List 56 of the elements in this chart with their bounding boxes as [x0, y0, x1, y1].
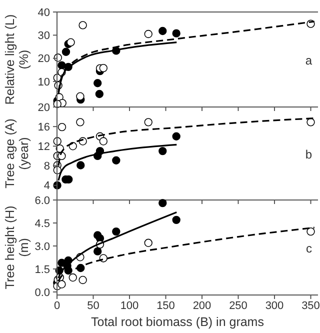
point [94, 247, 102, 256]
point [172, 216, 180, 224]
x-tick-label: 200 [192, 300, 212, 312]
point [158, 146, 167, 156]
annotation: a [305, 54, 312, 68]
point [99, 137, 108, 146]
y-tick-label: 8 [44, 160, 50, 173]
x-tick-label: 250 [229, 300, 248, 312]
point [76, 161, 85, 170]
y-tick-label: 0.0 [34, 286, 50, 299]
point [62, 48, 70, 56]
x-tick-label: 300 [265, 300, 284, 312]
point [78, 21, 87, 30]
point [95, 90, 104, 98]
point [158, 198, 167, 208]
point [112, 156, 120, 164]
point [68, 273, 77, 282]
point [76, 92, 84, 100]
point [144, 118, 152, 126]
x-axis-title: Total root biomass (B) in grams [91, 315, 264, 329]
x-tick-label: 150 [156, 300, 175, 312]
point [158, 26, 167, 36]
annotation: c [306, 242, 312, 256]
point [78, 276, 87, 284]
y-tick-label: 6.0 [34, 194, 50, 207]
y-tick-label: 20 [38, 102, 50, 114]
point [94, 79, 102, 88]
x-tick-label: 100 [120, 300, 139, 312]
y-tick-label: 4 [44, 180, 50, 192]
point [172, 132, 180, 140]
point [172, 29, 180, 38]
y-axis-title: Tree age (A) (year) [3, 118, 31, 188]
y-tick-label: 4.5 [34, 218, 50, 230]
y-tick-label: 12 [38, 141, 50, 154]
y-tick-label: 40 [38, 6, 50, 19]
x-tick-label: 0 [54, 300, 60, 312]
y-tick-label: 10 [38, 76, 50, 88]
y-axis-title: Relative light (L) (%) [3, 14, 31, 105]
point [144, 238, 152, 248]
point [99, 64, 108, 72]
y-tick-label: 3.0 [34, 240, 50, 253]
x-tick-label: 350 [302, 300, 320, 312]
point [306, 227, 315, 236]
point [144, 30, 152, 38]
point [66, 38, 75, 46]
y-tick-label: 30 [38, 30, 50, 42]
point [306, 118, 315, 126]
x-tick-label: 50 [87, 300, 100, 312]
annotation: b [305, 148, 312, 162]
point [112, 227, 120, 236]
point [58, 122, 66, 132]
y-tick-label: 1.5 [34, 264, 50, 276]
y-tick-label: 20 [38, 53, 50, 66]
y-tick-label: 16 [38, 121, 50, 134]
point [76, 118, 84, 126]
y-axis-title: Tree height (H) (m) [3, 206, 31, 290]
